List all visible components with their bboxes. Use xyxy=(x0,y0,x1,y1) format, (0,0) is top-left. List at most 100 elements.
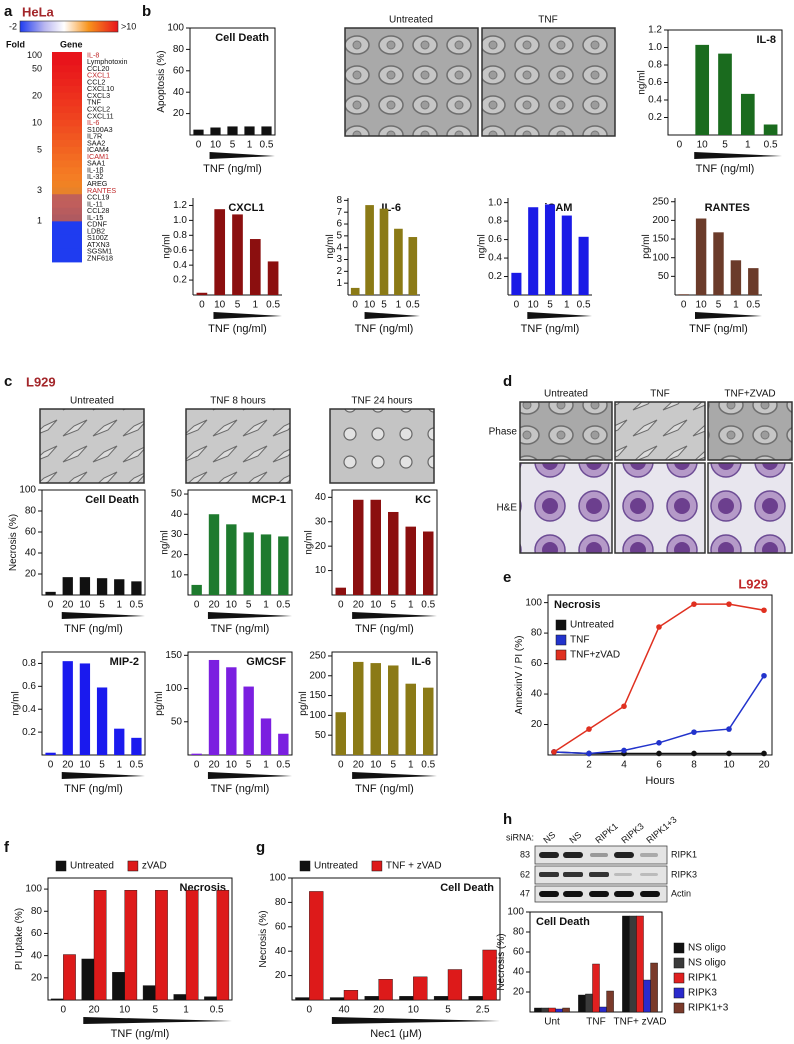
x-tick-label: 10 xyxy=(210,140,222,151)
y-tick-label: 1.0 xyxy=(648,42,662,53)
x-tick-label: 0 xyxy=(48,760,54,771)
bar xyxy=(399,996,414,1001)
heatmap-cell xyxy=(52,65,82,73)
bar xyxy=(226,667,237,755)
x-tick-label: 0.5 xyxy=(210,1005,224,1016)
x-tick-label: 1 xyxy=(183,1005,189,1016)
x-axis-label: TNF (ng/ml) xyxy=(696,163,755,175)
y-tick-label: 8 xyxy=(336,195,342,206)
fold-label: 5 xyxy=(37,145,42,155)
gene-label: CXCL10 xyxy=(87,84,114,93)
y-axis-label: Necrosis (%) xyxy=(8,514,19,571)
scale-max: >10 xyxy=(121,21,136,31)
heatmap-cell xyxy=(52,153,82,161)
bar xyxy=(561,215,572,295)
y-tick-label: 50 xyxy=(658,271,670,282)
marker-label: 62 xyxy=(520,869,530,879)
bar xyxy=(191,753,202,755)
bar xyxy=(606,990,614,1013)
x-tick-label: 1 xyxy=(253,300,259,311)
y-tick-label: 7 xyxy=(336,207,342,218)
heatmap-cell xyxy=(52,167,82,175)
x-tick-label: 10 xyxy=(723,760,735,771)
bar xyxy=(528,207,539,295)
y-tick-label: 30 xyxy=(315,516,327,527)
bar xyxy=(62,661,73,755)
micrograph xyxy=(519,401,613,461)
y-axis-label: pg/ml xyxy=(298,691,309,715)
bar xyxy=(622,915,630,1013)
x-tick-label: 0.5 xyxy=(260,140,274,151)
x-tick-label: 1 xyxy=(116,760,122,771)
bar xyxy=(370,663,381,755)
scale-min: -2 xyxy=(9,21,17,31)
heatmap-cell xyxy=(52,119,82,127)
plot-frame xyxy=(187,489,293,596)
gene-header: Gene xyxy=(60,39,83,49)
y-axis-label: ng/ml xyxy=(160,530,171,554)
legend-swatch xyxy=(555,619,567,631)
stain-image xyxy=(614,462,706,554)
y-axis-label: Necrosis (%) xyxy=(258,910,269,967)
gene-label: CCL19 xyxy=(87,193,109,202)
micrograph xyxy=(614,401,706,461)
micrograph xyxy=(344,27,479,137)
bar xyxy=(45,591,56,595)
y-axis-label: ng/ml xyxy=(325,234,336,258)
x-axis-label: Hours xyxy=(645,775,675,787)
chart-title: GMCSF xyxy=(246,656,286,668)
dose-wedge xyxy=(331,1017,500,1024)
legend-swatch xyxy=(673,957,685,969)
chart-title: KC xyxy=(415,494,431,506)
heatmap-cell xyxy=(52,133,82,141)
x-tick-label: 5 xyxy=(230,140,236,151)
x-tick-label: 5 xyxy=(716,300,722,311)
legend-swatch xyxy=(55,860,67,872)
x-tick-label: 0.5 xyxy=(266,300,280,311)
y-tick-label: 20 xyxy=(315,541,327,552)
heatmap-cell xyxy=(52,106,82,114)
y-tick-label: 80 xyxy=(31,906,43,917)
annotation: L929 xyxy=(738,576,768,591)
point xyxy=(586,750,592,757)
plot-frame xyxy=(291,877,501,1001)
panel-label: f xyxy=(4,839,10,856)
x-tick-label: 20 xyxy=(88,1005,100,1016)
bar xyxy=(260,718,272,755)
x-tick-label: 0 xyxy=(194,600,200,611)
x-tick-label: TNF xyxy=(586,1017,605,1028)
x-tick-label: 0 xyxy=(194,760,200,771)
gene-label: IL-6 xyxy=(87,118,99,127)
x-tick-label: 10 xyxy=(528,300,540,311)
y-tick-label: 250 xyxy=(652,196,669,207)
bar xyxy=(763,124,778,135)
x-tick-label: 8 xyxy=(691,760,697,771)
panel-label: h xyxy=(503,811,512,828)
bar xyxy=(210,127,221,135)
plot-frame xyxy=(331,651,438,756)
point xyxy=(621,747,627,754)
dose-wedge xyxy=(352,772,437,779)
y-tick-label: 10 xyxy=(171,569,183,580)
bar xyxy=(63,954,76,1001)
dose-wedge xyxy=(364,312,420,319)
y-tick-label: 100 xyxy=(165,683,182,694)
y-tick-label: 20 xyxy=(171,549,183,560)
row-label: H&E xyxy=(496,503,517,514)
bar xyxy=(329,997,345,1001)
panel-label: d xyxy=(503,373,512,390)
y-axis-label: AnnexinV / PI (%) xyxy=(514,636,525,715)
y-tick-label: 5 xyxy=(336,230,342,241)
y-tick-label: 60 xyxy=(513,947,525,958)
bar xyxy=(388,665,399,755)
chart-title: Cell Death xyxy=(536,916,590,928)
y-axis-label: ng/ml xyxy=(637,70,648,94)
legend-label: RIPK3 xyxy=(688,988,717,999)
bar xyxy=(408,237,418,295)
bar xyxy=(335,587,346,595)
x-tick-label: 20 xyxy=(208,760,220,771)
plot-frame xyxy=(187,651,293,756)
dose-wedge xyxy=(213,312,282,319)
bar xyxy=(629,915,637,1013)
